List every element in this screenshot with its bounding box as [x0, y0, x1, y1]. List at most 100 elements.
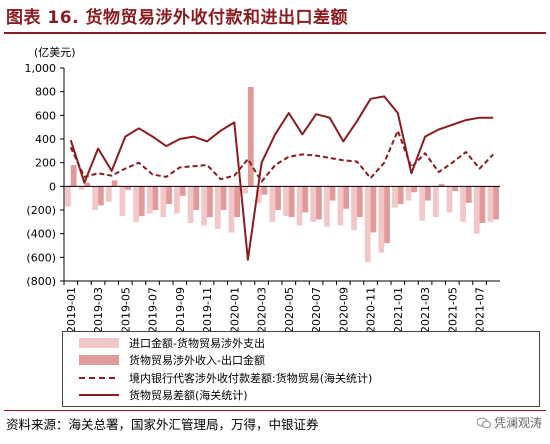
title-divider — [4, 32, 546, 34]
bar-import — [228, 186, 235, 233]
bar-net — [138, 186, 145, 216]
bar-net — [125, 186, 132, 190]
bar-import — [378, 186, 385, 253]
bar-import — [473, 186, 480, 234]
y-tick-label: 0 — [49, 180, 56, 193]
y-tick-label: (800) — [26, 275, 56, 288]
chart-canvas: (亿美元) (800) (600) (400) (200) 0 200 400 600 800 1,… — [25, 46, 500, 331]
bar-net — [247, 86, 254, 187]
bar-import — [392, 186, 398, 208]
x-tick-label: 2019-01 — [65, 287, 78, 331]
line-customs-balance — [69, 95, 494, 261]
bar-net — [452, 186, 459, 192]
x-tick-label: 2021-07 — [474, 287, 487, 331]
x-tick-label: 2020-01 — [228, 287, 241, 331]
legend-item-bank-balance: 境内银行代客涉外收付款差额:货物贸易(海关统计) — [63, 370, 372, 386]
bar-import — [269, 186, 276, 222]
bar-import — [310, 186, 317, 222]
line-bank-balance — [69, 129, 494, 183]
legend-label-bank-balance: 境内银行代客涉外收付款差额:货物贸易(海关统计) — [129, 372, 373, 385]
bar-import — [432, 186, 439, 218]
bar-import — [323, 186, 330, 227]
bar-import — [92, 186, 99, 210]
bar-net — [302, 186, 309, 213]
bar-net — [411, 186, 418, 193]
bar-net — [493, 186, 499, 220]
legend-swatch-dashed — [79, 377, 119, 379]
bar-net — [384, 186, 390, 244]
bar-import — [351, 186, 357, 231]
bar-net — [261, 186, 268, 195]
x-tick-label: 2020-03 — [256, 287, 269, 331]
bar-net — [329, 186, 336, 201]
legend-label-customs-balance: 货物贸易差额(海关统计) — [129, 389, 248, 402]
bar-import — [419, 186, 426, 221]
bar-net — [193, 186, 200, 210]
x-tick-label: 2020-09 — [337, 287, 350, 331]
x-tick-label: 2019-03 — [92, 287, 105, 331]
bar-import — [105, 186, 112, 202]
bar-import — [460, 186, 466, 222]
x-tick-label: 2019-11 — [201, 287, 214, 331]
bar-net — [152, 186, 159, 210]
x-tick-label: 2020-05 — [283, 287, 296, 331]
bar-import — [487, 186, 494, 222]
legend-swatch-import — [79, 338, 119, 348]
bar-net — [207, 186, 213, 218]
bar-import — [364, 186, 371, 263]
legend-swatch-solid — [79, 394, 119, 396]
x-tick-label: 2019-05 — [119, 287, 132, 331]
bar-net — [425, 186, 431, 201]
x-tick-label: 2020-11 — [365, 287, 378, 331]
x-tick-label: 2021-01 — [392, 287, 405, 331]
bar-net — [84, 182, 91, 187]
legend-label-import: 进口金额-货物贸易涉外支出 — [129, 337, 265, 350]
y-tick-label: 1,000 — [25, 62, 57, 75]
bar-import — [214, 186, 221, 229]
y-tick-label: (400) — [26, 228, 56, 241]
bar-net — [275, 186, 281, 210]
bar-import — [201, 186, 208, 226]
bar-net — [166, 186, 172, 205]
bar-net — [316, 186, 322, 220]
bar-import — [174, 186, 180, 214]
bar-net — [220, 186, 227, 210]
bar-net — [288, 186, 295, 218]
bar-net — [98, 186, 104, 206]
bar-net — [343, 186, 350, 209]
legend-item-customs-balance: 货物贸易差额(海关统计) — [63, 387, 248, 403]
x-tick-label: 2021-03 — [419, 287, 432, 331]
watermark: 凭澜观涛 — [476, 414, 542, 431]
bar-import — [446, 186, 453, 213]
bar-import — [160, 186, 167, 218]
legend-swatch-net — [79, 355, 119, 365]
x-tick-label: 2019-07 — [147, 287, 160, 331]
bar-net — [111, 180, 118, 187]
legend-item-import: 进口金额-货物贸易涉外支出 — [63, 335, 265, 351]
legend-label-net: 货物贸易涉外收入-出口金额 — [129, 354, 265, 367]
watermark-text: 凭澜观涛 — [493, 416, 542, 430]
bar-net — [356, 186, 363, 218]
x-tick-label: 2020-07 — [310, 287, 323, 331]
bar-import — [296, 186, 303, 226]
bar-import — [405, 186, 412, 201]
wechat-icon — [476, 417, 491, 428]
bar-net — [397, 186, 404, 205]
bar-import — [337, 186, 344, 226]
bar-import — [146, 186, 153, 214]
bar-net — [370, 186, 377, 233]
bar-net — [438, 183, 445, 187]
bar-net — [465, 186, 472, 203]
y-axis-unit-label: (亿美元) — [34, 46, 76, 59]
bar-net — [234, 186, 241, 218]
bar-import — [119, 186, 126, 216]
bar-net — [179, 186, 186, 196]
x-tick-label: 2019-09 — [174, 287, 187, 331]
bar-import — [255, 186, 262, 203]
bar-net — [70, 165, 77, 187]
bar-import — [283, 186, 289, 216]
bar-import — [78, 186, 85, 190]
y-tick-label: 200 — [35, 157, 56, 170]
chart-title: 图表 16. 货物贸易涉外收付款和进出口差额 — [6, 8, 348, 28]
bar-net — [479, 186, 486, 224]
